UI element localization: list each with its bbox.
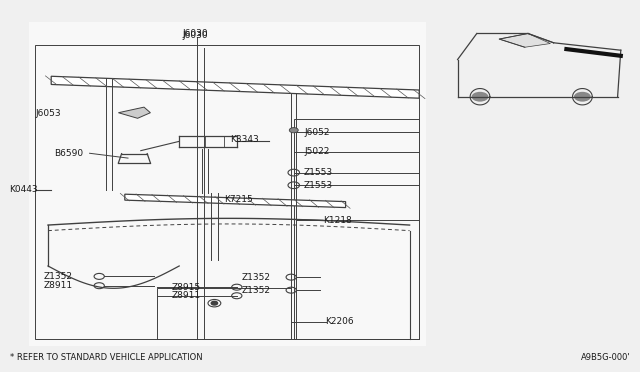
Circle shape <box>211 301 218 305</box>
Text: Z8911: Z8911 <box>172 291 201 300</box>
Text: Z8915: Z8915 <box>172 283 201 292</box>
Circle shape <box>472 92 488 102</box>
Polygon shape <box>499 33 550 47</box>
Text: J6052: J6052 <box>304 128 330 137</box>
Text: B6590: B6590 <box>54 149 84 158</box>
Circle shape <box>574 92 591 102</box>
Text: K1218: K1218 <box>323 216 352 225</box>
Text: K0443: K0443 <box>10 185 38 194</box>
Text: Z1352: Z1352 <box>242 286 271 295</box>
Text: J6030: J6030 <box>182 31 208 40</box>
Text: K3343: K3343 <box>230 135 259 144</box>
Polygon shape <box>51 76 419 98</box>
Text: J6030: J6030 <box>182 29 208 38</box>
Text: Z1352: Z1352 <box>242 273 271 282</box>
Text: Z1553: Z1553 <box>304 168 333 177</box>
Bar <box>157 288 291 339</box>
Text: K2206: K2206 <box>325 317 354 326</box>
Text: J5022: J5022 <box>304 147 330 156</box>
Text: Z1352: Z1352 <box>44 272 72 281</box>
Polygon shape <box>125 194 346 208</box>
Bar <box>35 45 419 339</box>
Text: Z1553: Z1553 <box>304 181 333 190</box>
Polygon shape <box>118 107 150 118</box>
Circle shape <box>208 299 221 307</box>
Bar <box>29 22 426 346</box>
Text: J6053: J6053 <box>35 109 61 118</box>
Text: Z8911: Z8911 <box>44 281 73 290</box>
Text: K7215: K7215 <box>224 195 253 203</box>
Text: A9B5G-000': A9B5G-000' <box>580 353 630 362</box>
Bar <box>294 119 419 339</box>
Text: * REFER TO STANDARD VEHICLE APPLICATION: * REFER TO STANDARD VEHICLE APPLICATION <box>10 353 202 362</box>
Circle shape <box>289 128 298 133</box>
